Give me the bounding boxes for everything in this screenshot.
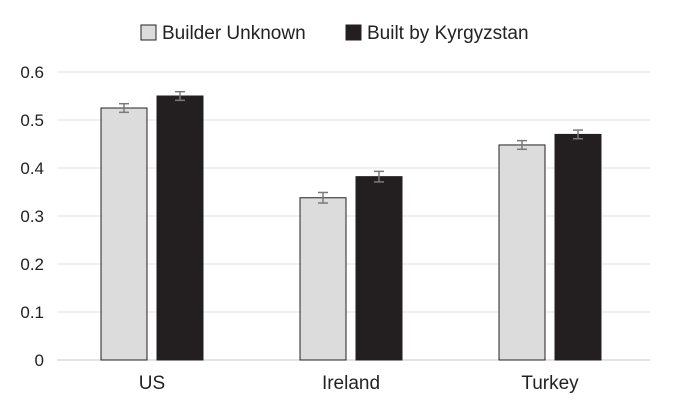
y-tick-label: 0.1 — [20, 303, 44, 322]
error-bars — [119, 90, 583, 204]
x-category-label: US — [139, 373, 165, 394]
bars — [100, 95, 602, 361]
legend-label: Builder Unknown — [162, 23, 306, 44]
y-tick-label: 0.4 — [20, 159, 44, 178]
legend-label: Built by Kyrgyzstan — [367, 23, 529, 44]
bar-builder-unknown-ireland — [299, 197, 347, 361]
y-tick-label: 0.2 — [20, 255, 44, 274]
y-tick-label: 0.5 — [20, 111, 44, 130]
bar-built-by-kyrgyzstan-us — [156, 95, 204, 361]
x-category-label: Turkey — [521, 373, 579, 394]
bar-builder-unknown-turkey — [498, 144, 546, 361]
y-tick-label: 0.6 — [20, 63, 44, 82]
y-tick-label: 0.3 — [20, 207, 44, 226]
bar-builder-unknown-us — [100, 107, 148, 361]
gridlines — [57, 71, 650, 361]
x-axis-category-labels: US Ireland Turkey — [139, 373, 579, 394]
y-axis-tick-labels: 0 0.1 0.2 0.3 0.4 0.5 0.6 — [20, 63, 44, 370]
y-tick-label: 0 — [35, 351, 44, 370]
x-category-label: Ireland — [322, 373, 380, 394]
legend-swatch — [140, 24, 157, 41]
legend-swatch — [345, 24, 362, 41]
bar-built-by-kyrgyzstan-ireland — [355, 176, 403, 361]
bar-built-by-kyrgyzstan-turkey — [554, 133, 602, 361]
legend: Builder Unknown Built by Kyrgyzstan — [140, 23, 529, 44]
